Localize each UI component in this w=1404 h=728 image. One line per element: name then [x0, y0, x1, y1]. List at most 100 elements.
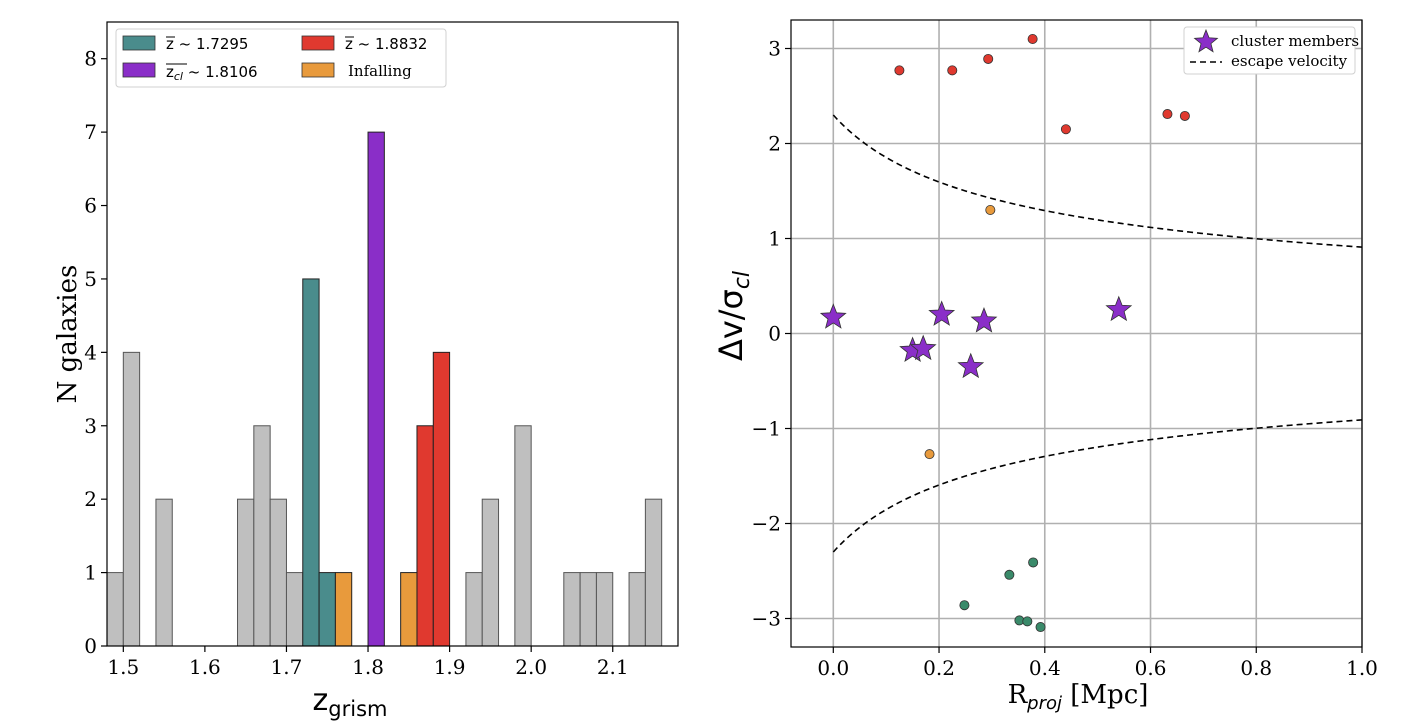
cluster-member-star-6 [1105, 295, 1133, 322]
legend-label-z3-symbol: z [345, 35, 353, 53]
x-tick-label: 0.2 [923, 656, 955, 680]
cluster-member-star-0 [819, 303, 847, 329]
histogram-legend: z ~ 1.7295 z ~ 1.8832 zcl ~ 1.8106 Infal… [115, 28, 447, 88]
y-tick-label: −3 [752, 607, 781, 631]
x-tick-label: 0.6 [1135, 656, 1167, 680]
legend-label-zcl-sub: cl [174, 70, 183, 83]
x-tick-label: 0.0 [817, 656, 849, 680]
phase-space-points [819, 34, 1190, 633]
legend-swatch-zcl [122, 62, 156, 78]
phase-space-x-axis-label-rest: [Mpc] [1062, 680, 1148, 710]
phase-space-x-ticks: 0.0 0.2 0.4 0.6 0.8 1.0 [817, 647, 1378, 680]
histogram-x-axis-label-main: z [313, 683, 329, 718]
phase-space-x-axis-label-sub: proj [1026, 693, 1062, 714]
bar-field-8 [481, 498, 500, 647]
bar-field-6 [285, 572, 304, 647]
y-tick-label: 1 [84, 561, 97, 585]
bar-z_1.8832-1 [432, 351, 451, 647]
x-tick-label: 1.5 [107, 655, 139, 679]
histogram-legend-box [115, 28, 447, 88]
bar-field-0 [106, 572, 124, 647]
bar-field-12 [595, 572, 614, 647]
legend-swatch-infalling [301, 62, 335, 78]
phase-space-y-axis-label: Δv/σcl [712, 271, 755, 361]
legend-label-zcl-symbol: z [166, 63, 174, 81]
bar-field-4 [253, 425, 271, 647]
y-tick-label: 1 [768, 227, 781, 251]
escape-velocity-lower [832, 419, 1363, 553]
y-tick-label: 3 [768, 37, 781, 61]
bar-field-10 [563, 572, 581, 647]
bar-Infalling-1 [400, 572, 418, 647]
red-point-0 [894, 65, 905, 76]
red-point-5 [1162, 109, 1173, 120]
legend-swatch-z1 [122, 35, 156, 51]
histogram-x-ticks: 1.5 1.6 1.7 1.8 1.9 2.0 2.1 [107, 646, 629, 679]
legend-label-z3-rest: ~ 1.8832 [353, 35, 428, 53]
phase-space-x-axis-label-main: R [1008, 680, 1029, 710]
histogram-y-axis-label: N galaxies [53, 265, 83, 404]
legend-label-zcl-rest: ~ 1.8106 [183, 63, 258, 81]
bar-field-9 [514, 425, 532, 647]
phase-space-y-axis-label-main: Δv/σ [712, 289, 750, 361]
red-point-6 [1179, 110, 1190, 121]
bar-field-14 [644, 498, 663, 647]
histogram-x-axis-label-sub: grism [328, 697, 387, 721]
bar-z_1.7295-0 [302, 278, 320, 647]
red-point-1 [947, 65, 958, 76]
y-tick-label: 5 [84, 267, 97, 291]
histogram-y-ticks: 0 1 2 3 4 5 6 7 8 [84, 47, 107, 658]
green-point-3 [1022, 616, 1033, 627]
bar-field-5 [269, 498, 287, 647]
legend-label-cluster-members: cluster members [1231, 32, 1359, 50]
bar-field-11 [579, 572, 597, 647]
x-tick-label: 0.4 [1029, 656, 1061, 680]
legend-label-z1-rest: ~ 1.7295 [174, 35, 249, 53]
x-tick-label: 1.8 [352, 655, 384, 679]
bar-z_1.8832-0 [416, 425, 434, 647]
bar-z_cl_1.8106-0 [367, 131, 385, 647]
y-tick-label: 3 [84, 414, 97, 438]
green-point-0 [959, 600, 970, 611]
legend-label-escape-velocity: escape velocity [1231, 52, 1348, 70]
green-point-5 [1035, 622, 1046, 633]
y-tick-label: −1 [752, 417, 781, 441]
x-tick-label: 2.0 [515, 655, 547, 679]
y-tick-label: −2 [752, 512, 781, 536]
cluster-member-star-5 [970, 307, 998, 333]
histogram-bars [106, 131, 663, 647]
bar-field-2 [155, 498, 173, 647]
y-tick-label: 0 [768, 322, 781, 346]
green-point-4 [1028, 557, 1039, 568]
phase-space-y-axis-label-sub: cl [730, 271, 755, 289]
legend-label-z3: z ~ 1.8832 [345, 35, 427, 53]
x-tick-label: 1.0 [1346, 656, 1378, 680]
phase-space-panel: 0.0 0.2 0.4 0.6 0.8 1.0 −3 −2 −1 0 1 2 3 Rproj [Mpc… [712, 19, 1378, 714]
cluster-member-star-3 [928, 300, 956, 326]
legend-swatch-z3 [301, 35, 335, 51]
y-tick-label: 4 [84, 340, 97, 364]
y-tick-label: 8 [84, 47, 97, 71]
cluster-member-star-4 [957, 352, 985, 379]
bar-field-1 [122, 351, 141, 647]
bar-z_1.7295-1 [318, 572, 336, 647]
red-point-2 [983, 53, 994, 64]
phase-space-y-ticks: −3 −2 −1 0 1 2 3 [752, 37, 791, 631]
orange-point-0 [985, 204, 996, 215]
x-tick-label: 1.6 [189, 655, 221, 679]
histogram-panel: 1.5 1.6 1.7 1.8 1.9 2.0 2.1 0 1 2 3 4 5 6 7 8 N galaxi… [53, 21, 679, 721]
legend-label-zcl: zcl ~ 1.8106 [166, 63, 258, 83]
bar-field-7 [465, 572, 483, 647]
bar-field-3 [237, 498, 255, 647]
green-point-1 [1004, 569, 1015, 580]
phase-space-legend-box [1183, 26, 1356, 75]
y-tick-label: 2 [84, 487, 97, 511]
legend-star-marker [1193, 28, 1219, 53]
histogram-axes-frame [106, 21, 679, 647]
legend-label-z1-symbol: z [166, 35, 174, 53]
y-tick-label: 2 [768, 132, 781, 156]
orange-point-1 [924, 449, 935, 460]
x-tick-label: 1.9 [434, 655, 466, 679]
legend-label-infalling: Infalling [348, 62, 412, 80]
